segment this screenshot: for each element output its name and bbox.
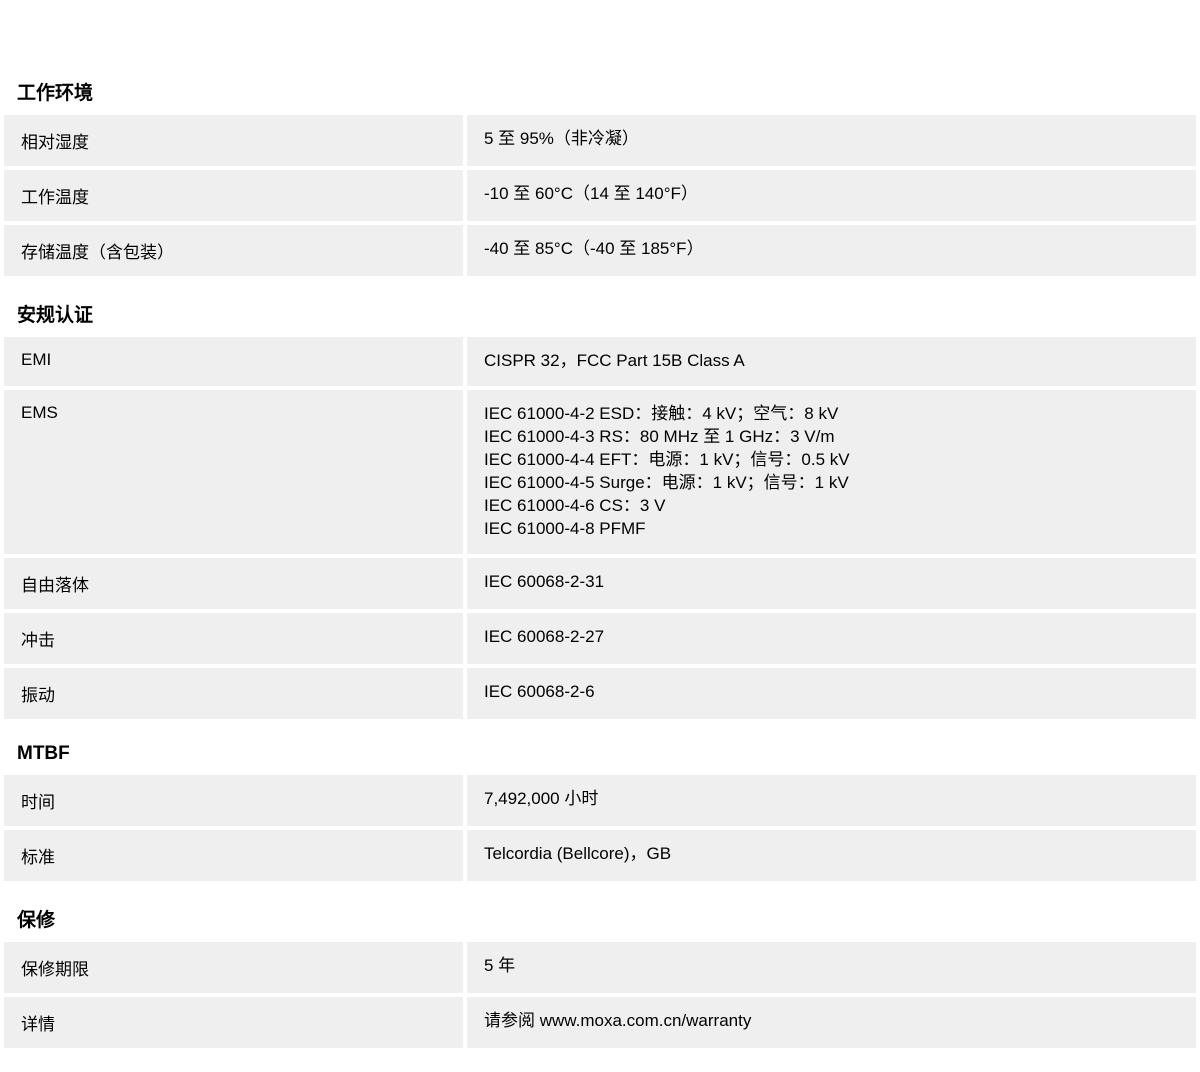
spec-label: 详情 [4,997,463,1048]
spec-value: Telcordia (Bellcore)，GB [467,830,1196,881]
spec-value: IEC 60068-2-6 [467,668,1196,719]
spec-row-vibration: 振动 IEC 60068-2-6 [4,668,1196,719]
spec-label: 相对湿度 [4,115,463,166]
spec-label: 工作温度 [4,170,463,221]
spec-row-warranty-details: 详情 请参阅 www.moxa.com.cn/warranty [4,997,1196,1048]
spec-row-mtbf-standard: 标准 Telcordia (Bellcore)，GB [4,830,1196,881]
spec-label: 时间 [4,775,463,826]
spec-row-warranty-period: 保修期限 5 年 [4,942,1196,993]
spec-value: IEC 60068-2-27 [467,613,1196,664]
spec-label: EMS [4,390,463,554]
section-title-mtbf: MTBF [4,735,1196,775]
spec-label: 存储温度（含包装） [4,225,463,276]
spec-value: -10 至 60°C（14 至 140°F） [467,170,1196,221]
spec-row-humidity: 相对湿度 5 至 95%（非冷凝） [4,115,1196,166]
spec-value: -40 至 85°C（-40 至 185°F） [467,225,1196,276]
spec-value: 7,492,000 小时 [467,775,1196,826]
spec-label: 冲击 [4,613,463,664]
spec-value: CISPR 32，FCC Part 15B Class A [467,337,1196,386]
spec-label: 振动 [4,668,463,719]
spec-label: 自由落体 [4,558,463,609]
spec-row-freefall: 自由落体 IEC 60068-2-31 [4,558,1196,609]
spec-value: 请参阅 www.moxa.com.cn/warranty [467,997,1196,1048]
section-title-warranty: 保修 [4,897,1196,942]
spec-value: 5 至 95%（非冷凝） [467,115,1196,166]
spec-row-storage-temp: 存储温度（含包装） -40 至 85°C（-40 至 185°F） [4,225,1196,276]
section-title-cert: 安规认证 [4,292,1196,337]
spec-value: IEC 61000-4-2 ESD：接触：4 kV；空气：8 kV IEC 61… [467,390,1196,554]
spec-row-ems: EMS IEC 61000-4-2 ESD：接触：4 kV；空气：8 kV IE… [4,390,1196,554]
section-title-env: 工作环境 [4,70,1196,115]
spec-row-operating-temp: 工作温度 -10 至 60°C（14 至 140°F） [4,170,1196,221]
spec-row-mtbf-time: 时间 7,492,000 小时 [4,775,1196,826]
spec-label: 标准 [4,830,463,881]
spec-row-emi: EMI CISPR 32，FCC Part 15B Class A [4,337,1196,386]
spec-value: IEC 60068-2-31 [467,558,1196,609]
spec-row-shock: 冲击 IEC 60068-2-27 [4,613,1196,664]
spec-label: 保修期限 [4,942,463,993]
spec-label: EMI [4,337,463,386]
spec-value: 5 年 [467,942,1196,993]
